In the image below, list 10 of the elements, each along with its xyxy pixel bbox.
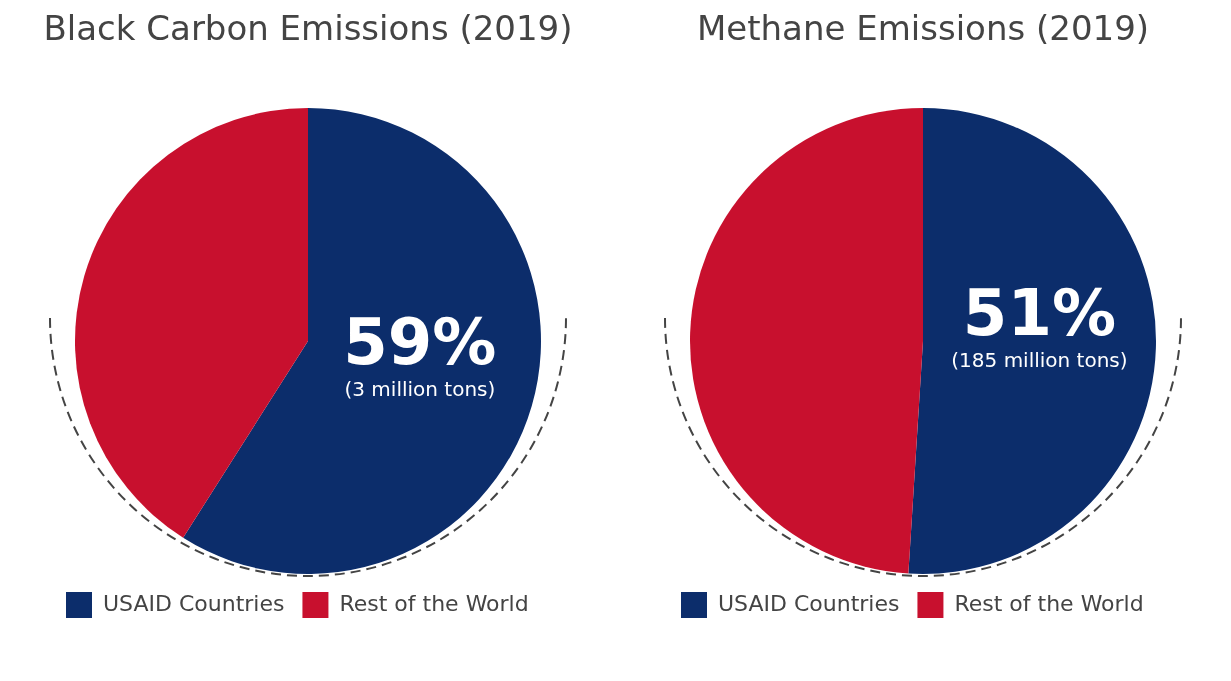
text: (185 million tons) <box>951 347 1128 372</box>
data-label: 51% <box>962 275 1117 350</box>
text: (3 million tons) <box>344 376 496 401</box>
legend-label: USAID Countries <box>718 590 900 616</box>
legend-label: USAID Countries <box>103 590 285 616</box>
data-label: 59% <box>343 304 497 379</box>
legend-label: Rest of the World <box>954 590 1144 616</box>
legend-label: Rest of the World <box>339 590 529 616</box>
chart-title: Black Carbon Emissions (2019) <box>42 8 574 50</box>
chart-title: Methane Emissions (2019) <box>695 8 1151 50</box>
